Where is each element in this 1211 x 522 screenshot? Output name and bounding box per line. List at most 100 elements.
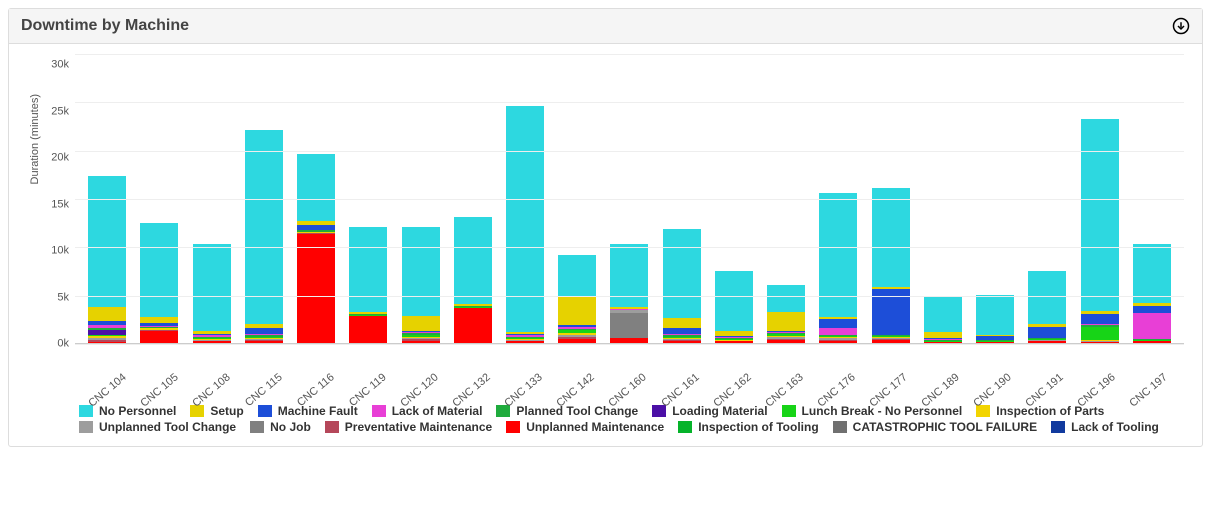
bar-stack[interactable] [976, 295, 1014, 343]
bar-segment[interactable] [88, 342, 126, 343]
bar-segment[interactable] [1028, 327, 1066, 339]
bar-segment[interactable] [1081, 327, 1119, 341]
bar-segment[interactable] [402, 316, 440, 331]
bar-segment[interactable] [140, 223, 178, 318]
bar-segment[interactable] [558, 339, 596, 343]
y-tick: 5k [57, 292, 69, 303]
legend-swatch [678, 421, 692, 433]
bar-stack[interactable] [767, 285, 805, 343]
bar-segment[interactable] [506, 341, 544, 343]
bar-segment[interactable] [1133, 341, 1171, 343]
bar-segment[interactable] [767, 312, 805, 330]
bar-segment[interactable] [924, 342, 962, 343]
bar-segment[interactable] [1133, 313, 1171, 339]
bar-segment[interactable] [402, 341, 440, 343]
bar-segment[interactable] [88, 176, 126, 307]
bar-segment[interactable] [297, 154, 335, 222]
legend-item[interactable]: Unplanned Tool Change [79, 420, 236, 434]
bar-segment[interactable] [663, 318, 701, 328]
bar-segment[interactable] [1028, 341, 1066, 343]
bar-stack[interactable] [663, 229, 701, 343]
bar-segment[interactable] [1133, 306, 1171, 313]
bar-stack[interactable] [140, 223, 178, 343]
y-tick: 0k [57, 339, 69, 350]
bar-segment[interactable] [819, 341, 857, 343]
bar-segment[interactable] [610, 338, 648, 343]
bar-segment[interactable] [349, 227, 387, 312]
bar-stack[interactable] [1081, 119, 1119, 343]
bar-segment[interactable] [402, 227, 440, 316]
bar-stack[interactable] [349, 227, 387, 343]
bar-segment[interactable] [1081, 314, 1119, 324]
bar-segment[interactable] [715, 271, 753, 332]
legend-item[interactable]: Preventative Maintenance [325, 420, 492, 434]
bar-segment[interactable] [976, 295, 1014, 336]
gridline [75, 344, 1184, 345]
bar-stack[interactable] [454, 217, 492, 343]
bar-segment[interactable] [558, 255, 596, 297]
legend-swatch [1051, 421, 1065, 433]
bar-segment[interactable] [663, 328, 701, 335]
gridline [75, 102, 1184, 103]
bar-segment[interactable] [610, 244, 648, 307]
downtime-panel: Downtime by Machine Duration (minutes) 3… [8, 8, 1203, 447]
bar-stack[interactable] [872, 188, 910, 343]
legend-swatch [258, 405, 272, 417]
bar-segment[interactable] [1133, 244, 1171, 303]
bar-stack[interactable] [88, 176, 126, 343]
legend-item[interactable]: Lack of Tooling [1051, 420, 1159, 434]
chart-area: Duration (minutes) 30k25k20k15k10k5k0k [27, 54, 1184, 344]
legend-item[interactable]: Inspection of Tooling [678, 420, 818, 434]
bar-stack[interactable] [1133, 244, 1171, 343]
bar-segment[interactable] [193, 244, 231, 331]
bar-segment[interactable] [663, 341, 701, 343]
legend-item[interactable]: CATASTROPHIC TOOL FAILURE [833, 420, 1037, 434]
bar-stack[interactable] [506, 106, 544, 343]
bar-segment[interactable] [663, 229, 701, 318]
legend-swatch [325, 421, 339, 433]
bar-stack[interactable] [1028, 271, 1066, 343]
bar-segment[interactable] [454, 308, 492, 343]
legend-swatch [250, 421, 264, 433]
legend-label: Unplanned Tool Change [99, 420, 236, 434]
bar-segment[interactable] [715, 341, 753, 343]
legend-item[interactable]: No Job [250, 420, 311, 434]
bar-segment[interactable] [506, 106, 544, 331]
bar-stack[interactable] [819, 193, 857, 343]
bar-segment[interactable] [1081, 342, 1119, 343]
legend-label: Lack of Tooling [1071, 420, 1159, 434]
bar-stack[interactable] [558, 255, 596, 343]
download-icon[interactable] [1172, 17, 1190, 35]
bar-stack[interactable] [245, 130, 283, 343]
bar-stack[interactable] [610, 244, 648, 343]
bar-segment[interactable] [610, 313, 648, 338]
bar-segment[interactable] [872, 188, 910, 287]
bar-segment[interactable] [976, 342, 1014, 343]
bar-segment[interactable] [140, 331, 178, 343]
bar-segment[interactable] [558, 297, 596, 325]
panel-header: Downtime by Machine [9, 9, 1202, 44]
bar-stack[interactable] [924, 296, 962, 343]
legend-label: Unplanned Maintenance [526, 420, 664, 434]
bar-stack[interactable] [402, 227, 440, 343]
bar-segment[interactable] [454, 217, 492, 304]
bar-segment[interactable] [819, 193, 857, 317]
panel-body: Duration (minutes) 30k25k20k15k10k5k0k C… [9, 44, 1202, 446]
bar-segment[interactable] [1081, 119, 1119, 311]
bar-segment[interactable] [297, 234, 335, 343]
bar-segment[interactable] [1028, 271, 1066, 324]
bar-segment[interactable] [819, 328, 857, 336]
bar-segment[interactable] [767, 285, 805, 312]
bar-segment[interactable] [245, 341, 283, 343]
bar-segment[interactable] [245, 328, 283, 335]
bar-segment[interactable] [872, 340, 910, 343]
bar-segment[interactable] [924, 296, 962, 333]
bar-segment[interactable] [819, 319, 857, 328]
bar-segment[interactable] [193, 341, 231, 343]
bar-stack[interactable] [715, 271, 753, 343]
bar-stack[interactable] [193, 244, 231, 343]
bar-segment[interactable] [349, 316, 387, 343]
legend-item[interactable]: Unplanned Maintenance [506, 420, 664, 434]
bar-segment[interactable] [88, 307, 126, 322]
bar-segment[interactable] [767, 340, 805, 343]
